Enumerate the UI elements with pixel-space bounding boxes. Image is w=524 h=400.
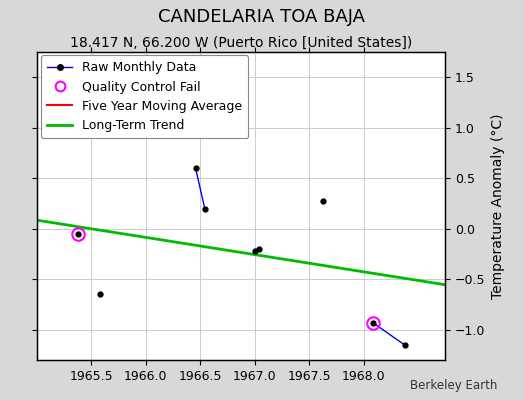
Text: CANDELARIA TOA BAJA: CANDELARIA TOA BAJA xyxy=(158,8,366,26)
Text: Berkeley Earth: Berkeley Earth xyxy=(410,379,498,392)
Y-axis label: Temperature Anomaly (°C): Temperature Anomaly (°C) xyxy=(491,113,505,299)
Title: 18.417 N, 66.200 W (Puerto Rico [United States]): 18.417 N, 66.200 W (Puerto Rico [United … xyxy=(70,36,412,50)
Legend: Raw Monthly Data, Quality Control Fail, Five Year Moving Average, Long-Term Tren: Raw Monthly Data, Quality Control Fail, … xyxy=(41,55,248,138)
